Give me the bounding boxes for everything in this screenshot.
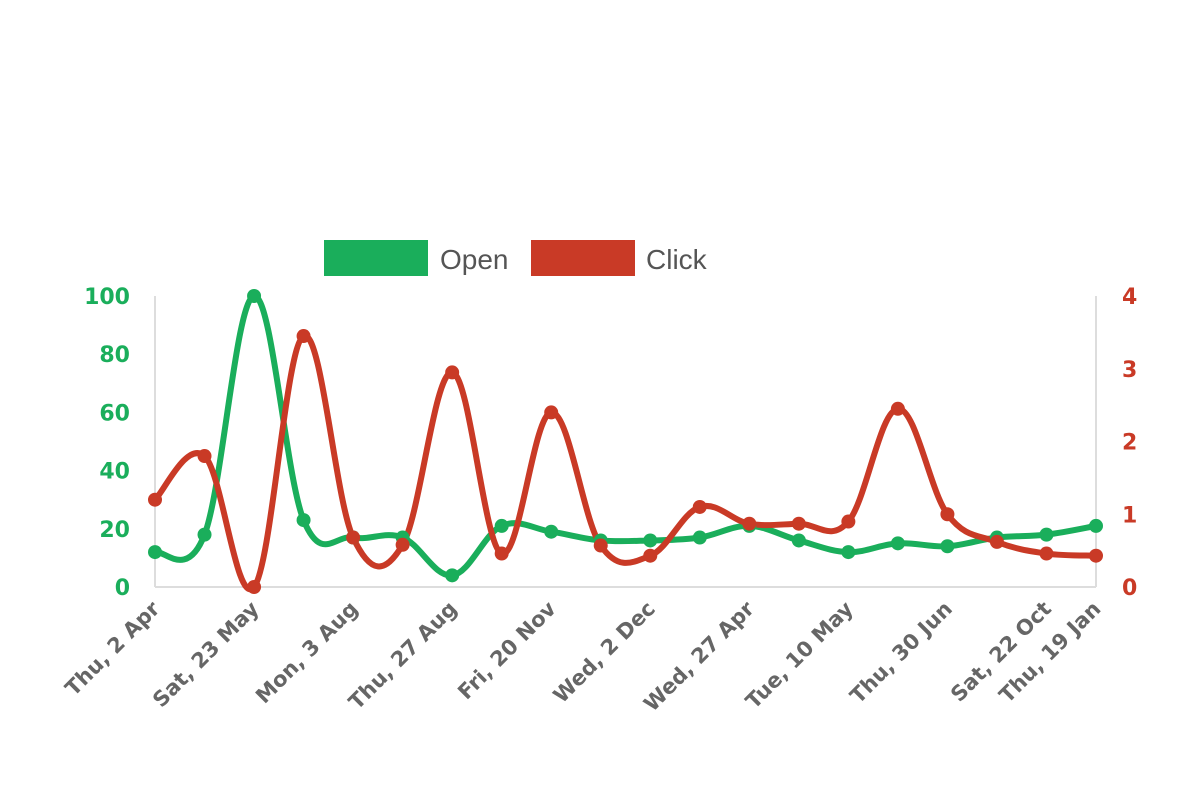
series-points bbox=[148, 289, 1103, 594]
data-point-open-8 bbox=[544, 524, 559, 539]
x-tick-label: Mon, 3 Aug bbox=[251, 597, 363, 709]
x-tick-label: Sat, 23 May bbox=[148, 596, 264, 712]
data-point-click-13 bbox=[791, 516, 806, 531]
data-point-click-3 bbox=[296, 329, 311, 344]
data-point-open-10 bbox=[643, 533, 658, 548]
data-point-click-0 bbox=[148, 492, 162, 507]
data-point-click-7 bbox=[494, 546, 509, 561]
left-y-tick-label: 40 bbox=[99, 460, 130, 485]
chart-axes bbox=[154, 296, 1097, 588]
data-point-open-1 bbox=[197, 527, 212, 542]
data-point-click-19 bbox=[1089, 548, 1103, 563]
data-point-click-9 bbox=[593, 538, 608, 553]
data-point-open-0 bbox=[148, 545, 162, 560]
data-point-open-6 bbox=[445, 568, 460, 583]
right-y-tick-label: 1 bbox=[1122, 503, 1137, 528]
left-y-tick-label: 20 bbox=[99, 518, 130, 543]
series-line-open bbox=[152, 293, 1099, 579]
data-point-open-7 bbox=[494, 518, 509, 533]
data-point-click-11 bbox=[692, 499, 707, 514]
left-y-tick-label: 0 bbox=[115, 576, 130, 601]
left-y-axis-ticks: 0 20 40 60 80 100 bbox=[84, 285, 130, 601]
data-point-click-17 bbox=[989, 534, 1004, 549]
right-y-tick-label: 2 bbox=[1122, 431, 1137, 456]
right-y-tick-label: 3 bbox=[1122, 358, 1137, 383]
right-y-tick-label: 0 bbox=[1122, 576, 1137, 601]
x-tick-label: Thu, 30 Jun bbox=[845, 597, 957, 709]
legend-swatch-open bbox=[324, 240, 428, 276]
data-point-click-2 bbox=[247, 580, 262, 594]
series-lines bbox=[152, 293, 1099, 593]
data-point-open-18 bbox=[1039, 527, 1054, 542]
right-y-tick-label: 4 bbox=[1122, 285, 1137, 310]
data-point-click-1 bbox=[197, 449, 212, 464]
legend-swatch-click bbox=[531, 240, 635, 276]
series-line-click bbox=[152, 333, 1099, 593]
data-point-open-14 bbox=[841, 545, 856, 560]
data-point-open-16 bbox=[940, 539, 955, 554]
right-y-axis-ticks: 0 1 2 3 4 bbox=[1122, 285, 1137, 601]
data-point-click-12 bbox=[742, 516, 757, 531]
left-y-tick-label: 100 bbox=[84, 285, 130, 310]
legend-label-open: Open bbox=[440, 244, 509, 275]
data-point-click-5 bbox=[395, 537, 410, 552]
data-point-open-15 bbox=[890, 536, 905, 551]
data-point-click-10 bbox=[643, 548, 658, 563]
left-y-tick-label: 80 bbox=[99, 343, 130, 368]
x-tick-label: Thu, 2 Apr bbox=[61, 596, 165, 700]
data-point-click-6 bbox=[445, 365, 460, 380]
x-tick-label: Wed, 2 Dec bbox=[549, 597, 660, 708]
legend-label-click: Click bbox=[646, 244, 708, 275]
data-point-click-8 bbox=[544, 405, 559, 420]
data-point-click-15 bbox=[890, 401, 905, 416]
data-point-open-2 bbox=[247, 289, 262, 303]
data-point-click-16 bbox=[940, 507, 955, 522]
left-y-tick-label: 60 bbox=[99, 401, 130, 426]
x-tick-label: Tue, 10 May bbox=[741, 596, 858, 713]
chart-legend: Open Click bbox=[324, 240, 708, 276]
x-tick-label: Fri, 20 Nov bbox=[453, 596, 561, 704]
data-point-click-14 bbox=[841, 514, 856, 529]
data-point-open-19 bbox=[1089, 518, 1103, 533]
data-point-open-3 bbox=[296, 513, 311, 528]
data-point-click-18 bbox=[1039, 546, 1054, 561]
data-point-open-11 bbox=[692, 530, 707, 545]
data-point-click-4 bbox=[346, 530, 361, 545]
data-point-open-13 bbox=[791, 533, 806, 548]
